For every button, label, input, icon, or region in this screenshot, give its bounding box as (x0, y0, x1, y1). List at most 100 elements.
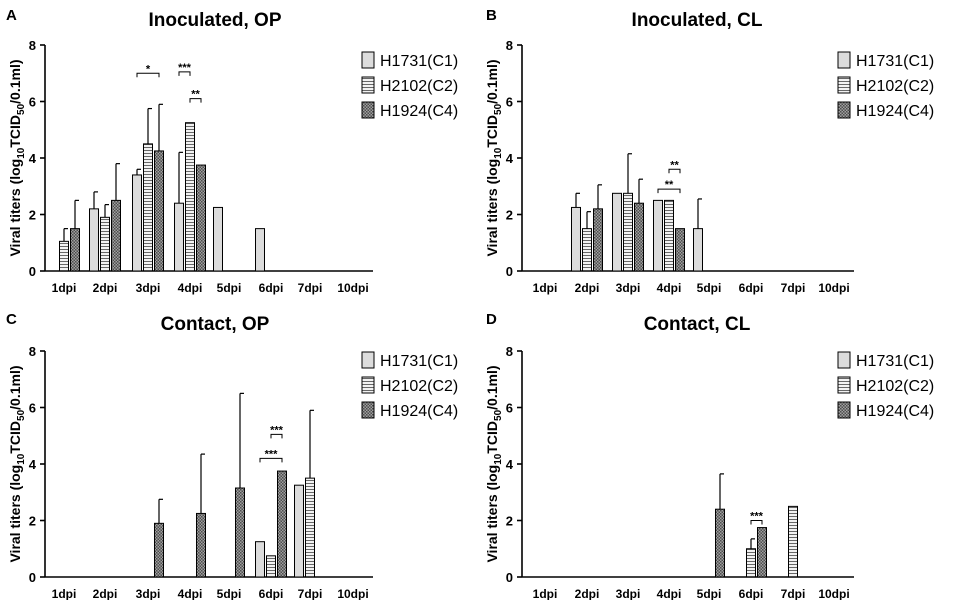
y-axis-label-part: 50 (16, 409, 27, 421)
significance-bracket (270, 433, 283, 439)
y-axis-label: Viral titers (log10TCID50/0.1ml) (484, 365, 504, 562)
legend-swatch (361, 51, 375, 69)
significance-bracket (259, 457, 283, 463)
legend-label: H1731(C1) (380, 53, 458, 70)
x-tick-label: 3dpi (136, 281, 161, 295)
y-axis-label-part: TCID (484, 115, 500, 148)
bar-h1731c1 (132, 174, 142, 272)
significance-label: * (146, 63, 151, 75)
significance-label: *** (270, 424, 284, 436)
legend-swatch (837, 351, 851, 369)
x-tick-label: 4dpi (178, 281, 203, 295)
y-tick-label: 0 (29, 264, 36, 279)
x-tick-label: 4dpi (178, 587, 203, 600)
y-axis-label-part: 10 (493, 147, 504, 159)
x-tick-label: 10dpi (818, 281, 849, 295)
legend-label: H2102(C2) (380, 78, 458, 95)
y-tick-label: 2 (29, 208, 36, 223)
significance-bracket (750, 520, 763, 525)
y-axis-label-part: 50 (493, 103, 504, 115)
x-tick-label: 7dpi (781, 587, 806, 600)
x-tick-label: 5dpi (217, 281, 242, 295)
bar-h1924c4 (593, 208, 603, 272)
legend-swatch (837, 51, 851, 69)
bar-h1731c1 (213, 206, 223, 272)
y-axis-label-part: Viral titers (log (484, 159, 500, 257)
legend-swatch (361, 376, 375, 394)
x-tick-label: 5dpi (697, 281, 722, 295)
legend-swatch (361, 401, 375, 419)
significance-bracket (178, 71, 191, 76)
panel-b: B Inoculated, CL Viral titers (log10TCID50… (484, 7, 934, 295)
bar-h2102c2 (788, 505, 798, 578)
panel-letter: C (6, 311, 17, 328)
bar-h1731c1 (294, 484, 304, 578)
y-tick-label: 4 (506, 151, 514, 166)
legend-swatch (361, 351, 375, 369)
chart-title: Inoculated, OP (148, 10, 281, 31)
y-tick-label: 6 (506, 95, 513, 110)
y-tick-label: 2 (506, 208, 513, 223)
x-tick-label: 10dpi (818, 587, 849, 600)
y-axis-label-part: TCID (7, 421, 23, 454)
bar-h2102c2 (185, 122, 195, 272)
bar-h1731c1 (693, 228, 703, 272)
y-tick-label: 8 (506, 344, 513, 359)
y-tick-label: 4 (506, 457, 514, 472)
chart-title: Contact, OP (161, 314, 270, 335)
legend-label: H1924(C4) (856, 103, 934, 120)
bar-h1731c1 (612, 192, 622, 272)
x-tick-label: 10dpi (337, 281, 368, 295)
y-tick-label: 0 (506, 264, 513, 279)
bar-h1731c1 (89, 208, 99, 272)
y-axis-label-part: /0.1ml) (484, 59, 500, 103)
panel-letter: B (486, 7, 497, 24)
bar-h1924c4 (111, 199, 121, 272)
x-tick-label: 2dpi (575, 281, 600, 295)
x-tick-label: 6dpi (259, 587, 284, 600)
x-tick-label: 2dpi (575, 587, 600, 600)
x-tick-label: 7dpi (781, 281, 806, 295)
bar-h2102c2 (582, 228, 592, 272)
y-tick-label: 8 (29, 344, 36, 359)
y-axis-label-part: /0.1ml) (7, 59, 23, 103)
y-tick-label: 8 (29, 38, 36, 53)
y-axis-label-part: 50 (16, 103, 27, 115)
bar-h1731c1 (255, 541, 265, 578)
significance-label: *** (750, 511, 764, 523)
x-tick-label: 6dpi (259, 281, 284, 295)
x-tick-label: 1dpi (533, 281, 558, 295)
panel-c: C Contact, OP Viral titers (log10TCID50/0.… (6, 311, 458, 600)
legend-label: H2102(C2) (856, 378, 934, 395)
legend-label: H2102(C2) (856, 78, 934, 95)
significance-label: ** (665, 179, 674, 191)
panel-letter: D (486, 311, 497, 328)
bar-h1731c1 (255, 228, 265, 272)
legend-label: H1731(C1) (856, 353, 934, 370)
x-tick-label: 2dpi (93, 587, 118, 600)
significance-label: ** (191, 89, 200, 101)
legend-label: H1924(C4) (380, 403, 458, 420)
legend-label: H2102(C2) (380, 378, 458, 395)
y-axis-label-part: Viral titers (log (7, 465, 23, 563)
y-tick-label: 8 (506, 38, 513, 53)
x-tick-label: 1dpi (52, 281, 77, 295)
bar-h2102c2 (305, 477, 315, 578)
panel-d: D Contact, CL Viral titers (log10TCID50/0.… (484, 311, 934, 600)
significance-label: *** (265, 448, 279, 460)
legend-swatch (837, 376, 851, 394)
y-axis-label-part: TCID (7, 115, 23, 148)
bar-h1924c4 (715, 508, 725, 578)
y-tick-label: 0 (29, 570, 36, 585)
x-tick-label: 1dpi (533, 587, 558, 600)
significance-label: ** (670, 159, 679, 171)
x-tick-label: 6dpi (739, 281, 764, 295)
significance-label: *** (178, 62, 192, 74)
legend-label: H1924(C4) (380, 103, 458, 120)
bar-h1924c4 (196, 164, 206, 272)
significance-bracket (189, 98, 202, 103)
x-tick-label: 1dpi (52, 587, 77, 600)
legend-swatch (361, 76, 375, 94)
x-tick-label: 6dpi (739, 587, 764, 600)
